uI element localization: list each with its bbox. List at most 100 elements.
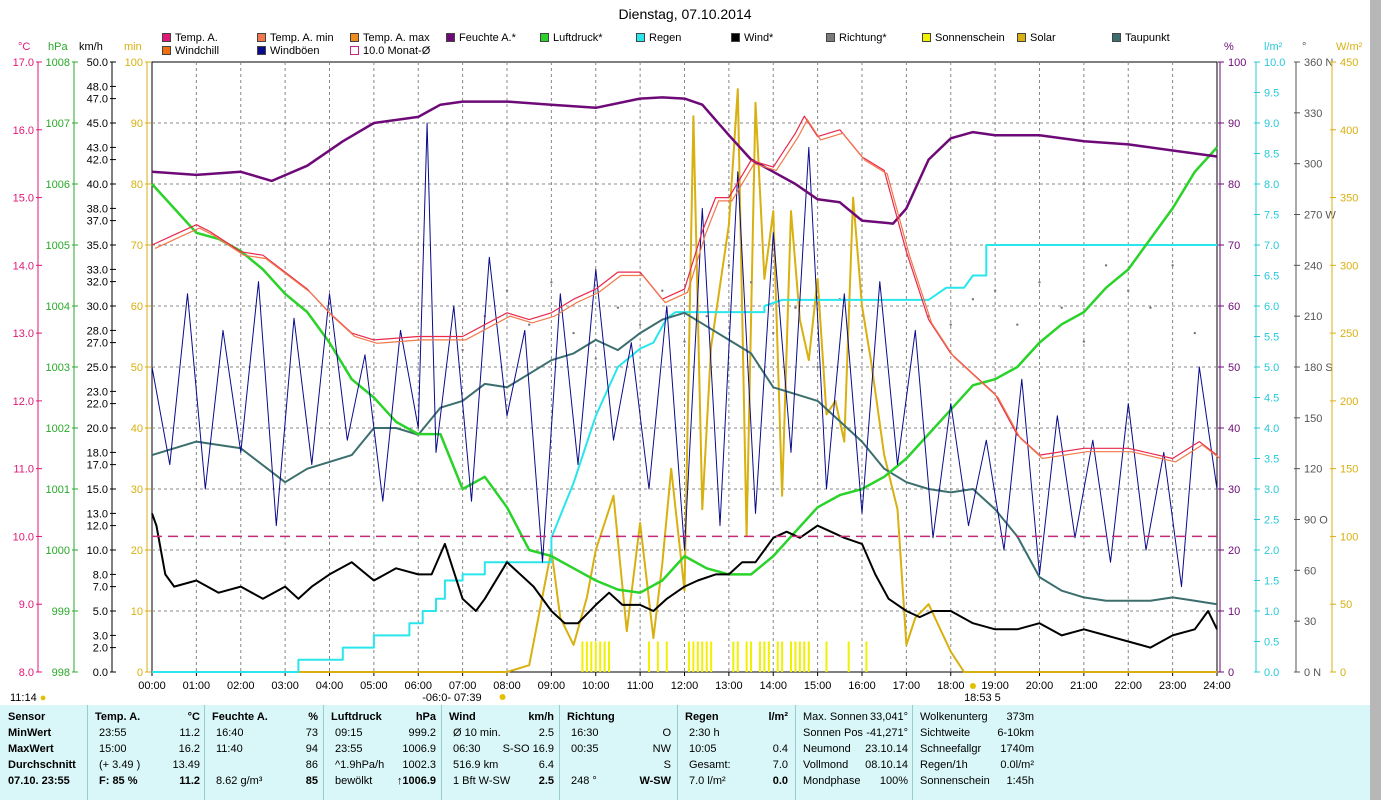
legend-wind: Wind*	[731, 32, 773, 44]
pressure-axis-tick-label: 1008	[46, 57, 70, 69]
solar-axis-tick-label: 100	[1340, 531, 1358, 543]
sunshine-bar	[696, 641, 699, 672]
rain-axis-tick-label: 3.0	[1264, 484, 1279, 496]
sunshine-axis-tick-label: 0	[137, 667, 143, 679]
direction-dot	[1171, 264, 1174, 267]
direction-axis-tick-label: 90 O	[1304, 515, 1328, 527]
legend-month-avg-label: 10.0 Monat-Ø	[363, 45, 431, 57]
sunshine-bar	[590, 641, 593, 672]
stats-misc-value: 373m	[1006, 711, 1034, 723]
stats-wind-current-value: 2.5	[538, 775, 554, 787]
stats-direction-row-value: O	[662, 727, 671, 739]
stats-temp-row-value: 16.2	[178, 743, 200, 755]
humidity-axis-tick-label: 0	[1228, 667, 1234, 679]
wind-axis-tick-label: 7.0	[93, 582, 108, 594]
stats-rain-current-label: 7.0 l/m²	[689, 775, 726, 787]
wind-axis-tick-label: 22.0	[87, 399, 108, 411]
direction-dot	[1127, 289, 1130, 292]
humidity-axis-tick-label: 30	[1228, 484, 1240, 496]
temp-axis-tick-label: 13.0	[13, 328, 34, 340]
x-tick-label: 19:00	[981, 680, 1009, 692]
sunshine-bar	[807, 641, 810, 672]
stats-wind-row-value: S-SO 16.9	[502, 743, 554, 755]
sunshine-axis-tick-label: 20	[131, 545, 143, 557]
wind-axis-tick-label: 20.0	[87, 423, 108, 435]
direction-axis-tick-label: 270 W	[1304, 210, 1336, 222]
stats-humidity-row-value: 73	[305, 727, 318, 739]
legend-direction-label: Richtung*	[839, 32, 887, 44]
direction-dot	[749, 281, 753, 284]
legend-humidity-swatch	[446, 33, 455, 42]
x-tick-label: 13:00	[715, 680, 743, 692]
stats-pressure-row-label: 23:55	[335, 743, 363, 755]
stats-temp-current-label: F: 85 %	[99, 775, 138, 787]
statistics-panel: Sensor MinWert MaxWert Durchschnitt 07.1…	[0, 705, 1370, 800]
solar-axis-tick-label: 450	[1340, 57, 1358, 69]
sunshine-bar	[865, 641, 868, 672]
stats-column-separator	[87, 705, 88, 800]
direction-dot	[661, 289, 664, 292]
temp-axis-tick-label: 11.0	[13, 464, 34, 476]
rain-axis-tick-label: 4.0	[1264, 423, 1279, 435]
legend-temp-label: Temp. A.	[175, 32, 218, 44]
x-tick-label: 23:00	[1159, 680, 1187, 692]
stats-temp-row-label: 23:55	[99, 727, 127, 739]
stats-misc-label: Sichtweite	[920, 727, 971, 739]
stats-astro-value: -41,271°	[866, 727, 908, 739]
sunrise-marker-time: 11:14 ●	[10, 692, 46, 704]
wind-axis-tick-label: 12.0	[87, 521, 108, 533]
stats-rain-row-label: Gesamt:	[689, 759, 731, 771]
sunshine-axis-tick-label: 40	[131, 423, 143, 435]
stats-temp-current-value: 11.2	[179, 775, 200, 787]
sunset-icon	[969, 683, 976, 689]
stats-direction-header: Richtung	[567, 711, 615, 723]
chart-title: Dienstag, 07.10.2014	[618, 6, 752, 22]
stats-misc-label: Sonnenschein	[920, 775, 990, 787]
sunshine-axis-tick-label: 10	[131, 606, 143, 618]
wind-axis-tick-label: 42.0	[87, 155, 108, 167]
direction-dot	[505, 289, 509, 292]
legend-windchill-label: Windchill	[175, 45, 220, 57]
direction-axis-tick-label: 150	[1304, 413, 1322, 425]
legend-solar-swatch	[1017, 33, 1026, 42]
sunshine-bar	[710, 641, 713, 672]
stats-direction-row-label: 00:35	[571, 743, 599, 755]
stats-pressure-current-value: ↑1006.9	[396, 775, 436, 787]
x-tick-label: 07:00	[449, 680, 477, 692]
pressure-axis-tick-label: 1006	[46, 179, 70, 191]
wind-axis-tick-label: 47.0	[87, 94, 108, 106]
x-tick-label: 20:00	[1026, 680, 1054, 692]
humidity-axis-tick-label: 80	[1228, 179, 1240, 191]
stats-column-separator	[323, 705, 324, 800]
sunshine-bar	[798, 641, 801, 672]
sunset-marker-label: 18:53 5	[964, 692, 1001, 704]
rain-axis-tick-label: 8.0	[1264, 179, 1279, 191]
stats-humidity-row-value: 94	[305, 743, 318, 755]
stats-misc-label: Schneefallgr	[920, 743, 982, 755]
wind-axis-tick-label: 37.0	[87, 216, 108, 228]
sunshine-axis-tick-label: 30	[131, 484, 143, 496]
sunshine-bar	[776, 641, 779, 672]
wind-axis-tick-label: 13.0	[87, 508, 108, 520]
legend-pressure-label: Luftdruck*	[553, 32, 603, 44]
legend-windchill: Windchill	[162, 45, 219, 57]
stats-rain-row-value: 7.0	[772, 759, 788, 771]
rain-axis-tick-label: 10.0	[1264, 57, 1285, 69]
legend-month-avg-swatch	[350, 46, 359, 55]
series-solar-line	[152, 88, 1217, 673]
pressure-axis-tick-label: 1005	[46, 240, 70, 252]
wind-axis-tick-label: 15.0	[87, 484, 108, 496]
sunshine-bar	[736, 641, 739, 672]
wind-axis-tick-label: 0.0	[93, 667, 108, 679]
direction-dot	[1016, 323, 1019, 326]
legend-temp-min-label: Temp. A. min	[270, 32, 334, 44]
stats-humidity-row-label: 11:40	[216, 743, 243, 755]
rain-axis-tick-label: 6.5	[1264, 271, 1279, 283]
x-tick-label: 08:00	[493, 680, 521, 692]
pressure-axis-tick-label: 998	[52, 667, 70, 679]
sunshine-bar	[648, 641, 650, 672]
wind-axis-tick-label: 30.0	[87, 301, 108, 313]
rain-axis-tick-label: 5.0	[1264, 362, 1279, 374]
solar-axis-tick-label: 300	[1340, 260, 1358, 272]
temp-axis-tick-label: 9.0	[19, 599, 34, 611]
